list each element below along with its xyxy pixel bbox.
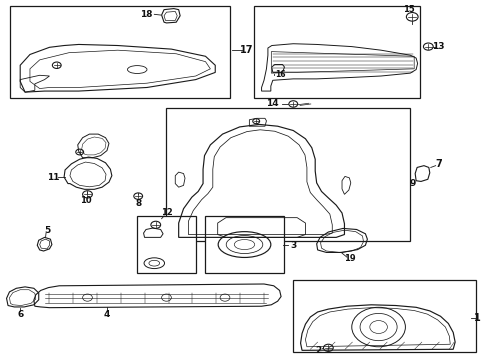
Text: 3: 3 [289,241,296,250]
Text: 5: 5 [44,226,50,235]
Text: 14: 14 [266,99,279,108]
Text: 11: 11 [47,173,60,182]
Bar [10,6,229,98]
Text: 4: 4 [103,310,110,319]
Text: 19: 19 [344,255,355,264]
Text: 2: 2 [315,346,321,355]
Text: 15: 15 [403,5,414,14]
Text: 18: 18 [140,10,152,19]
Polygon shape [271,64,284,72]
Text: 17: 17 [240,45,253,55]
Text: 8: 8 [135,199,142,208]
Bar [293,280,475,352]
Bar [205,216,283,273]
Text: 10: 10 [80,196,92,205]
Polygon shape [143,228,163,237]
Text: 9: 9 [409,179,415,188]
Text: 12: 12 [160,208,172,217]
Bar [254,6,419,98]
Text: 1: 1 [473,313,480,323]
Bar [137,216,195,273]
Text: 16: 16 [275,71,285,80]
Text: 6: 6 [17,310,23,319]
Text: 13: 13 [431,42,444,51]
Bar [166,108,409,241]
Text: 7: 7 [434,159,441,169]
